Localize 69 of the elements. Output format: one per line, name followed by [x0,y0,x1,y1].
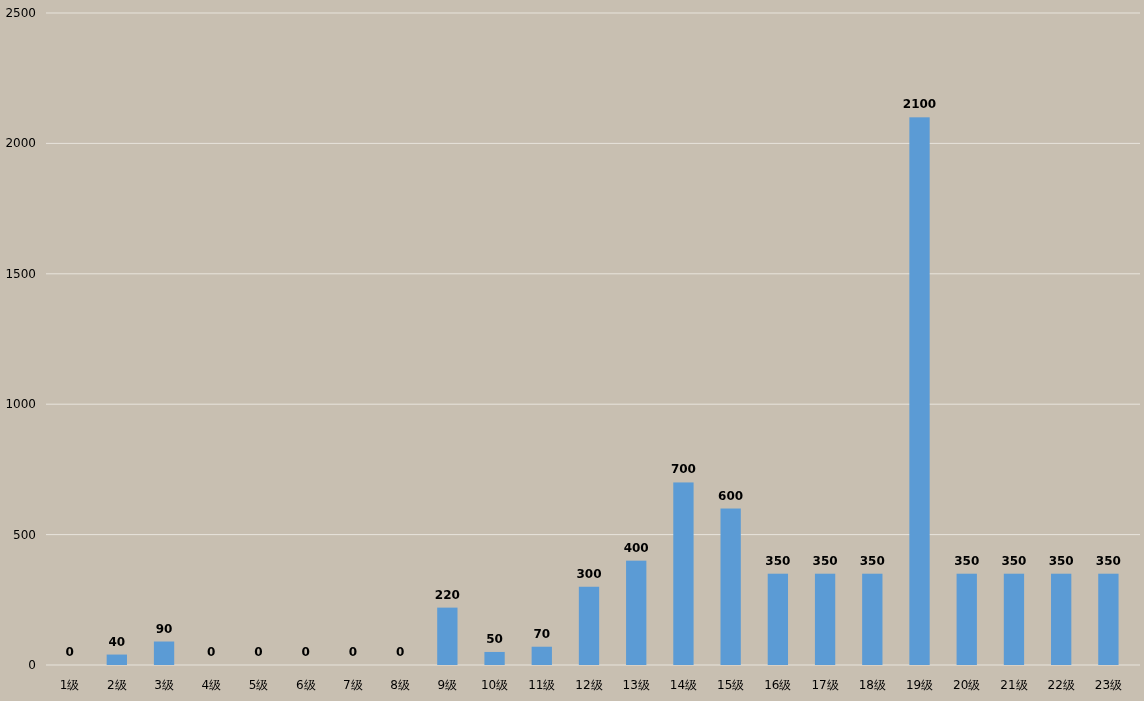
x-tick-label: 6级 [295,678,316,692]
x-tick-label: 20级 [953,678,981,692]
x-tick-label: 7级 [343,678,363,692]
x-tick-label: 13级 [622,678,650,692]
bar [106,654,127,665]
x-tick-label: 3级 [154,678,174,692]
bar [153,641,175,665]
data-label: 0 [348,645,358,659]
x-tick-label: 8级 [390,678,410,692]
data-label: 0 [65,645,74,659]
bar [767,573,789,665]
y-tick-label: 1000 [5,397,36,412]
x-tick-label: 17级 [811,678,839,692]
data-label: 350 [954,553,980,568]
bar [531,646,552,665]
x-tick-label: 9级 [437,678,458,692]
x-tick-label: 1级 [59,678,80,692]
y-tick-label: 0 [28,658,36,672]
data-label: 40 [108,634,126,649]
data-label: 0 [207,645,216,659]
bar [437,607,458,665]
y-tick-label: 500 [13,527,36,542]
y-tick-label: 2500 [5,6,36,20]
data-label: 90 [155,621,173,636]
x-tick-label: 16级 [764,678,792,692]
x-tick-label: 22级 [1047,678,1075,692]
data-label: 0 [395,645,405,659]
x-tick-label: 5级 [248,678,269,692]
data-label: 400 [623,540,649,555]
data-label: 0 [301,645,310,659]
x-tick-label: 23级 [1094,678,1123,692]
data-label: 350 [1001,553,1027,568]
data-label: 70 [533,626,551,641]
x-tick-label: 15级 [717,678,745,692]
data-label: 50 [486,631,503,646]
y-tick-label: 1500 [5,266,36,281]
bar [956,573,977,665]
bar [814,573,836,665]
bar [673,482,694,665]
bar [909,117,930,665]
bar [1003,573,1025,665]
data-label: 350 [1095,553,1121,568]
bar [1051,573,1072,665]
x-tick-label: 12级 [575,678,603,692]
data-label: 220 [434,587,460,602]
bar [626,560,647,665]
data-label: 350 [812,553,838,568]
data-label: 350 [1048,553,1074,568]
x-tick-label: 21级 [1000,678,1028,692]
x-tick-label: 19级 [905,678,934,692]
x-tick-label: 14级 [669,678,698,692]
bar [578,586,600,665]
data-label: 600 [718,488,744,503]
x-tick-label: 2级 [107,678,127,692]
x-tick-label: 4级 [201,678,222,692]
data-label: 350 [765,553,791,568]
bar [484,651,505,665]
bar [1098,573,1119,665]
bar [720,508,741,665]
x-tick-label: 18级 [858,678,886,692]
data-label: 300 [576,566,602,581]
bar [862,573,883,665]
data-label: 0 [254,645,263,659]
data-label: 700 [670,462,696,477]
y-tick-label: 2000 [5,136,36,151]
data-label: 350 [859,553,885,568]
data-label: 2100 [902,97,937,112]
x-tick-label: 10级 [480,678,509,692]
x-tick-label: 11级 [528,678,556,692]
